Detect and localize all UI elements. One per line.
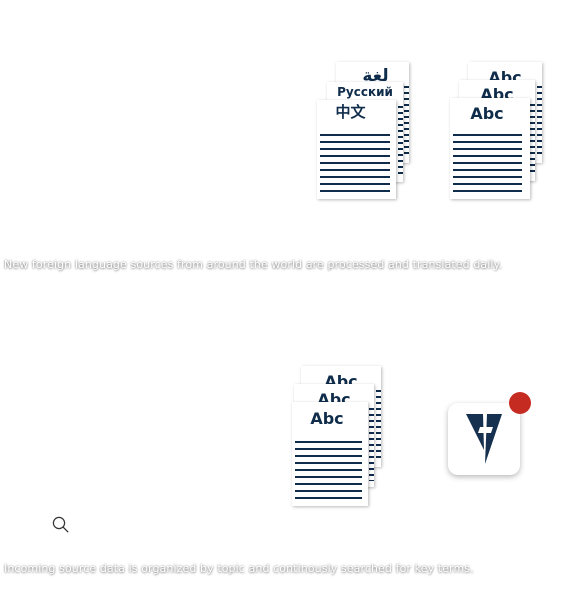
document-russian-lines: [398, 102, 403, 176]
caption-top: New foreign language sources from around…: [4, 258, 503, 271]
document-organized-front-title: Abc: [310, 409, 344, 428]
document-arabic-lines: [404, 82, 409, 157]
search-icon: [52, 516, 69, 533]
document-chinese-title: 中文: [335, 103, 366, 121]
document-translated-back-lines: [537, 82, 542, 157]
v-logo-icon: [466, 414, 502, 464]
document-arabic-title: لغة: [362, 66, 389, 86]
document-organized-front: Abc: [292, 402, 368, 506]
document-chinese-lines: [320, 129, 390, 195]
document-chinese: 中文: [317, 100, 396, 199]
notification-badge-icon: [509, 392, 531, 414]
document-translated-front-title: Abc: [470, 104, 504, 123]
document-russian-title: Русский: [337, 85, 393, 99]
caption-bottom: Incoming source data is organized by top…: [4, 562, 474, 575]
document-organized-front-lines: [295, 436, 362, 502]
document-translated-front-lines: [453, 129, 522, 195]
document-translated-middle-lines: [530, 100, 535, 175]
document-translated-front: Abc: [450, 98, 530, 199]
app-tile[interactable]: [448, 403, 520, 475]
document-organized-middle-lines: [369, 404, 374, 481]
document-organized-back-lines: [376, 386, 381, 461]
